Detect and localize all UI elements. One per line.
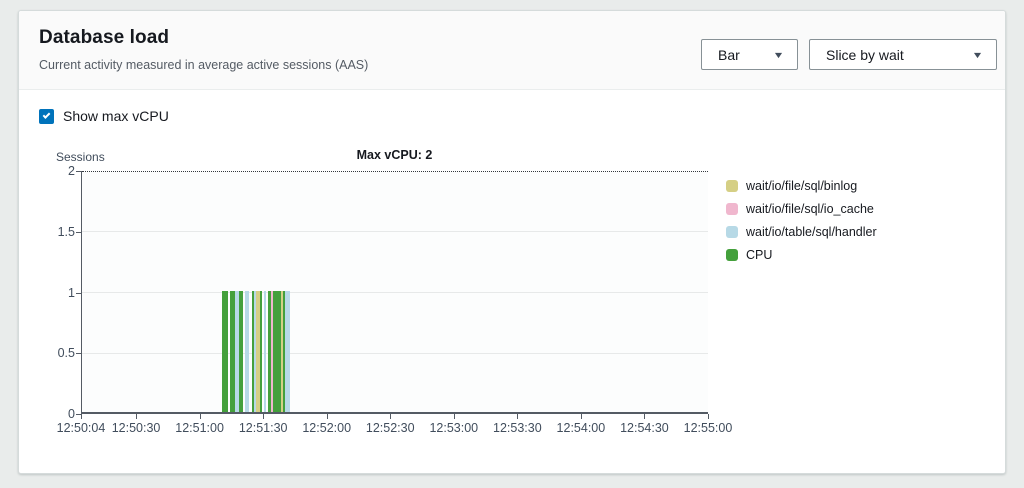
x-tick-label: 12:53:30 bbox=[493, 421, 542, 435]
x-tick-mark bbox=[580, 414, 582, 419]
x-tick-mark bbox=[708, 414, 709, 419]
y-tick-label: 1.5 bbox=[57, 224, 75, 239]
database-load-card: Database load Current activity measured … bbox=[18, 10, 1006, 474]
x-tick-mark bbox=[517, 414, 519, 419]
bar-cpu-12:51:28[interactable] bbox=[259, 290, 262, 412]
x-tick-label: 12:54:30 bbox=[620, 421, 669, 435]
bar-handler-12:51:25[interactable] bbox=[253, 290, 256, 412]
y-tick-mark bbox=[76, 231, 81, 233]
max-vcpu-line bbox=[82, 171, 708, 172]
bar-handler-12:51:21[interactable] bbox=[245, 290, 248, 412]
bar-binlog-12:51:26[interactable] bbox=[255, 290, 258, 412]
x-tick-mark bbox=[390, 414, 392, 419]
gridline-y-0.5 bbox=[82, 352, 708, 354]
x-tick-mark bbox=[136, 414, 138, 419]
bar-cpu-12:51:36[interactable] bbox=[276, 290, 279, 412]
legend-label: wait/io/file/sql/binlog bbox=[746, 178, 858, 193]
checkmark-icon bbox=[42, 110, 51, 119]
x-tick-label: 12:50:04 bbox=[56, 421, 106, 435]
page-title: Database load bbox=[39, 27, 170, 48]
slice-by-dropdown[interactable]: Slice by wait ▼ bbox=[809, 39, 997, 70]
bar-handler-12:51:30[interactable] bbox=[264, 290, 267, 412]
x-tick-label: 12:51:00 bbox=[175, 421, 224, 435]
gridline-y-1.5 bbox=[82, 231, 708, 233]
y-axis-title: Sessions bbox=[56, 150, 105, 164]
show-max-vcpu-checkbox[interactable] bbox=[39, 108, 54, 124]
bar-cpu-12:51:34[interactable] bbox=[272, 290, 275, 412]
chevron-down-icon: ▼ bbox=[971, 49, 984, 60]
y-tick-mark bbox=[76, 171, 81, 172]
bar-io_cache-12:51:33[interactable] bbox=[270, 290, 273, 412]
bar-binlog-12:51:27[interactable] bbox=[257, 290, 260, 412]
plot-area bbox=[81, 171, 708, 414]
legend-item-cpu[interactable]: CPU bbox=[726, 243, 877, 266]
legend-swatch-binlog bbox=[726, 179, 738, 192]
max-vcpu-annotation: Max vCPU: 2 bbox=[356, 148, 433, 162]
bar-cpu-12:51:39[interactable] bbox=[283, 290, 286, 412]
x-tick-label: 12:54:00 bbox=[556, 421, 606, 435]
legend-swatch-handler bbox=[726, 225, 738, 238]
legend-item-handler[interactable]: wait/io/table/sql/handler bbox=[726, 220, 877, 243]
legend-label: CPU bbox=[746, 247, 773, 262]
y-tick-mark bbox=[76, 292, 81, 294]
show-max-vcpu-checkbox-row[interactable]: Show max vCPU bbox=[39, 108, 169, 124]
card-header: Database load Current activity measured … bbox=[19, 11, 1005, 90]
legend-label: wait/io/file/sql/io_cache bbox=[746, 201, 874, 216]
y-tick-label: 1 bbox=[68, 285, 75, 300]
legend-swatch-cpu bbox=[726, 248, 738, 261]
bar-cpu-12:51:18[interactable] bbox=[238, 290, 241, 412]
legend-label: wait/io/table/sql/handler bbox=[746, 224, 877, 239]
bar-cpu-12:51:12[interactable] bbox=[226, 290, 229, 412]
x-tick-label: 12:51:30 bbox=[238, 421, 288, 435]
bar-binlog-12:51:38[interactable] bbox=[281, 290, 284, 412]
bar-handler-12:51:40[interactable] bbox=[285, 290, 288, 412]
show-max-vcpu-label: Show max vCPU bbox=[63, 108, 169, 124]
y-tick-label: 0 bbox=[68, 407, 75, 421]
gridline-y-1 bbox=[82, 292, 708, 293]
bar-handler-12:51:17[interactable] bbox=[236, 290, 239, 412]
x-tick-label: 12:53:00 bbox=[429, 421, 479, 435]
x-tick-mark bbox=[453, 414, 455, 419]
chart-type-dropdown[interactable]: Bar ▼ bbox=[701, 39, 798, 70]
x-tick-mark bbox=[81, 414, 82, 419]
bar-cpu-12:51:35[interactable] bbox=[274, 290, 277, 412]
legend-swatch-io_cache bbox=[726, 202, 738, 215]
bar-handler-12:51:16[interactable] bbox=[234, 290, 237, 412]
x-tick-label: 12:55:00 bbox=[683, 421, 733, 435]
chart-legend: wait/io/file/sql/binlog wait/io/file/sql/… bbox=[726, 174, 877, 266]
bar-cpu-12:51:15[interactable] bbox=[232, 290, 235, 412]
page-subtitle: Current activity measured in average act… bbox=[39, 58, 369, 72]
y-tick-mark bbox=[76, 353, 81, 355]
x-tick-label: 12:50:30 bbox=[111, 421, 161, 435]
y-tick-label: 2 bbox=[68, 164, 75, 178]
bar-cpu-12:51:11[interactable] bbox=[223, 290, 226, 412]
x-tick-label: 12:52:30 bbox=[365, 421, 415, 435]
bar-cpu-12:51:10[interactable] bbox=[221, 290, 224, 412]
bar-cpu-12:51:14[interactable] bbox=[230, 290, 233, 412]
bar-cpu-12:51:24[interactable] bbox=[251, 290, 254, 412]
legend-item-io_cache[interactable]: wait/io/file/sql/io_cache bbox=[726, 197, 877, 220]
x-tick-mark bbox=[326, 414, 328, 419]
x-tick-mark bbox=[263, 414, 265, 419]
bar-cpu-12:51:37[interactable] bbox=[279, 290, 282, 412]
x-tick-label: 12:52:00 bbox=[302, 421, 352, 435]
bar-handler-12:51:41[interactable] bbox=[287, 290, 290, 412]
y-tick-label: 0.5 bbox=[57, 346, 75, 361]
bar-cpu-12:51:19[interactable] bbox=[240, 290, 243, 412]
bar-handler-12:51:22[interactable] bbox=[247, 290, 250, 412]
legend-item-binlog[interactable]: wait/io/file/sql/binlog bbox=[726, 174, 877, 197]
slice-by-dropdown-label: Slice by wait bbox=[826, 46, 904, 63]
database-load-chart: Sessions Max vCPU: 2 0 0.5 1 1.5 2 12:50:04 12… bbox=[19, 141, 1007, 451]
x-tick-mark bbox=[199, 414, 201, 419]
chart-type-dropdown-label: Bar bbox=[718, 46, 740, 63]
bar-cpu-12:51:32[interactable] bbox=[268, 290, 271, 412]
y-tick-mark bbox=[76, 414, 81, 415]
chevron-down-icon: ▼ bbox=[772, 49, 785, 60]
x-tick-mark bbox=[644, 414, 646, 419]
